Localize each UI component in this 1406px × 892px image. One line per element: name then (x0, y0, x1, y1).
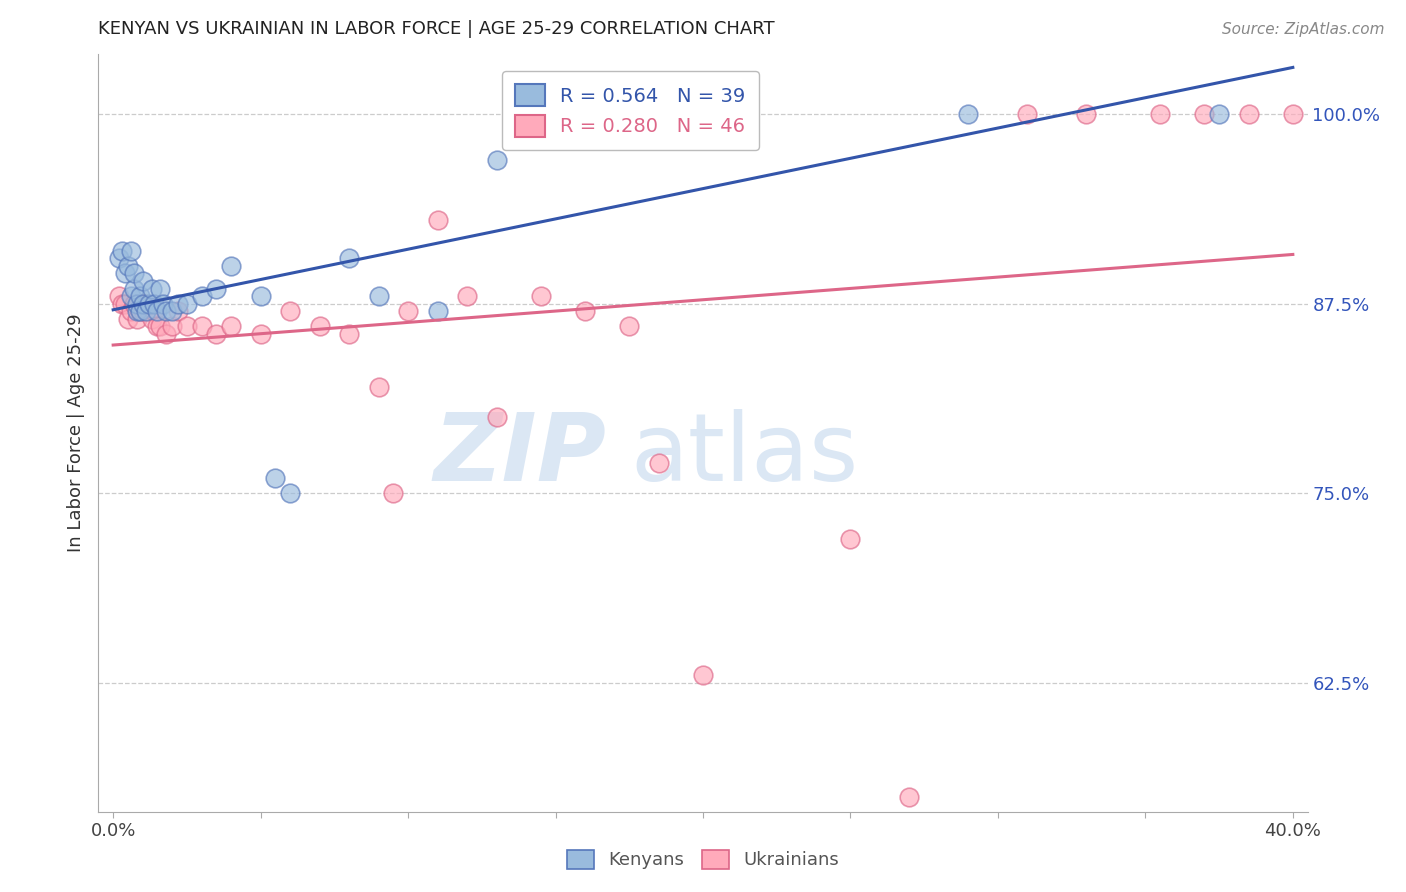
Point (131, 304, 153, 318)
Point (898, 789, 921, 804)
Point (219, 259, 242, 273)
Point (589, 107, 612, 121)
Point (152, 297, 174, 311)
Point (308, 319, 330, 334)
Point (114, 297, 136, 311)
Point (1076, 107, 1098, 121)
Point (1208, 107, 1230, 121)
Point (120, 304, 142, 318)
Point (1194, 107, 1216, 121)
Point (131, 297, 153, 311)
Point (160, 304, 183, 318)
Point (426, 304, 449, 318)
Point (143, 304, 166, 318)
Text: Source: ZipAtlas.com: Source: ZipAtlas.com (1222, 22, 1385, 37)
Point (190, 289, 212, 303)
Point (111, 297, 134, 311)
Point (128, 289, 150, 303)
Point (149, 282, 172, 296)
Point (117, 259, 139, 273)
Point (128, 304, 150, 318)
Point (205, 282, 228, 296)
Point (135, 297, 157, 311)
Point (367, 380, 389, 394)
Point (176, 319, 198, 334)
Point (108, 252, 131, 266)
Point (138, 297, 160, 311)
Point (125, 297, 148, 311)
Text: ZIP: ZIP (433, 409, 606, 501)
Point (131, 297, 153, 311)
Point (146, 304, 169, 318)
Point (1237, 107, 1260, 121)
Point (264, 471, 287, 485)
Point (167, 297, 190, 311)
Point (219, 319, 242, 334)
Point (141, 282, 163, 296)
Point (574, 304, 596, 318)
Point (190, 319, 212, 334)
Point (278, 304, 301, 318)
Point (143, 297, 166, 311)
Point (1149, 107, 1171, 121)
Legend: R = 0.564   N = 39, R = 0.280   N = 46: R = 0.564 N = 39, R = 0.280 N = 46 (502, 70, 759, 150)
Point (648, 456, 671, 470)
Point (167, 304, 190, 318)
Point (619, 319, 641, 334)
Point (249, 327, 271, 342)
Point (560, 107, 582, 121)
Point (155, 327, 177, 342)
Point (957, 107, 980, 121)
Point (426, 213, 449, 227)
Point (122, 297, 145, 311)
Point (1017, 107, 1039, 121)
Point (128, 304, 150, 318)
Point (117, 312, 139, 326)
Point (146, 319, 169, 334)
Point (160, 319, 183, 334)
Point (456, 289, 478, 303)
Point (337, 327, 360, 342)
Point (125, 304, 148, 318)
Point (382, 486, 405, 500)
Legend: Kenyans, Ukrainians: Kenyans, Ukrainians (558, 841, 848, 879)
Y-axis label: In Labor Force | Age 25-29: In Labor Force | Age 25-29 (66, 313, 84, 552)
Point (138, 304, 160, 318)
Point (131, 274, 153, 288)
Point (205, 327, 228, 342)
Point (367, 289, 389, 303)
Point (249, 289, 271, 303)
Point (1282, 107, 1305, 121)
Point (485, 153, 508, 167)
Point (278, 486, 301, 500)
Text: KENYAN VS UKRAINIAN IN LABOR FORCE | AGE 25-29 CORRELATION CHART: KENYAN VS UKRAINIAN IN LABOR FORCE | AGE… (98, 21, 775, 38)
Point (122, 267, 145, 281)
Point (176, 297, 198, 311)
Point (125, 312, 148, 326)
Point (120, 244, 142, 258)
Point (141, 312, 163, 326)
Point (485, 410, 508, 425)
Point (108, 289, 131, 303)
Point (337, 252, 360, 266)
Point (114, 267, 136, 281)
Point (692, 668, 714, 682)
Point (530, 289, 553, 303)
Point (155, 304, 177, 318)
Point (396, 304, 419, 318)
Point (839, 532, 862, 546)
Point (135, 304, 157, 318)
Text: atlas: atlas (630, 409, 859, 501)
Point (149, 319, 172, 334)
Point (120, 289, 142, 303)
Point (111, 244, 134, 258)
Point (122, 282, 145, 296)
